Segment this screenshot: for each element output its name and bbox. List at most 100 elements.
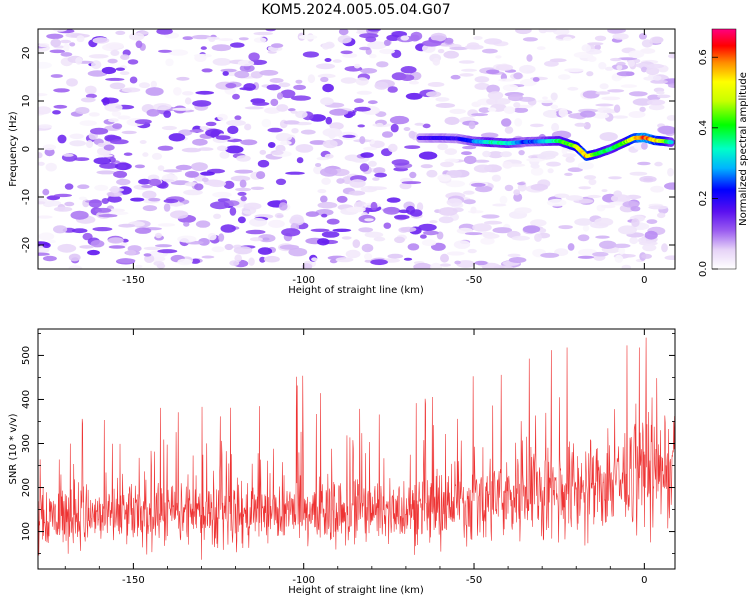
- heatmap-cell: [467, 248, 477, 254]
- heatmap-cell: [146, 109, 160, 117]
- heatmap-cell: [38, 106, 52, 115]
- heatmap-cell: [234, 254, 242, 262]
- heatmap-cell: [68, 253, 81, 262]
- heatmap-cell: [638, 33, 647, 40]
- heatmap-cell: [291, 95, 311, 101]
- heatmap-cell: [648, 104, 665, 111]
- heatmap-cell: [444, 148, 458, 156]
- heatmap-cell: [657, 94, 671, 99]
- heatmap-cell: [275, 178, 287, 185]
- heatmap-cell: [370, 201, 378, 211]
- heatmap-cell: [321, 231, 340, 238]
- heatmap-cell: [348, 190, 366, 196]
- heatmap-cell: [661, 243, 668, 253]
- heatmap-cell: [530, 167, 544, 176]
- heatmap-cell: [296, 157, 304, 164]
- heatmap-cell: [200, 46, 207, 50]
- heatmap-cell: [60, 39, 71, 44]
- heatmap-cell: [244, 106, 264, 110]
- heatmap-cell: [354, 63, 361, 69]
- x-tick-label: 0: [641, 275, 647, 286]
- heatmap-cell: [592, 113, 610, 119]
- heatmap-cell: [38, 161, 45, 166]
- heatmap-cell: [618, 246, 626, 255]
- heatmap-cell: [453, 240, 471, 250]
- heatmap-cell: [494, 98, 511, 105]
- heatmap-cell: [467, 109, 479, 118]
- heatmap-cell: [587, 194, 601, 199]
- heatmap-cell: [163, 203, 171, 212]
- heatmap-cell: [38, 232, 55, 241]
- heatmap-cell: [616, 64, 623, 71]
- heatmap-cell: [87, 249, 100, 256]
- heatmap-cell: [574, 218, 593, 226]
- heatmap-cell: [326, 218, 340, 225]
- heatmap-cell: [252, 101, 270, 106]
- heatmap-cell: [310, 228, 330, 232]
- heatmap-cell: [383, 222, 392, 229]
- heatmap-cell: [329, 259, 338, 264]
- heatmap-cell: [189, 129, 204, 133]
- heatmap-cell: [627, 59, 636, 67]
- heatmap-cell: [224, 243, 234, 251]
- heatmap-cell: [104, 103, 123, 112]
- heatmap-cell: [151, 152, 163, 160]
- heatmap-cell: [267, 127, 283, 133]
- heatmap-cell: [217, 113, 228, 121]
- heatmap-cell: [279, 244, 300, 250]
- heatmap-cell: [581, 44, 591, 52]
- heatmap-cell: [49, 49, 66, 54]
- heatmap-cell: [244, 123, 252, 131]
- heatmap-cell: [473, 159, 490, 163]
- colorbar-tick-label: 0.0: [698, 261, 709, 277]
- heatmap-cell: [546, 161, 561, 167]
- heatmap-cell: [278, 202, 288, 211]
- heatmap-cell: [216, 145, 228, 152]
- heatmap-cell: [320, 97, 334, 106]
- heatmap-cell: [465, 44, 484, 50]
- heatmap-cell: [155, 232, 162, 239]
- heatmap-cell: [94, 184, 109, 191]
- heatmap-cell: [322, 139, 338, 149]
- heatmap-cell: [613, 104, 621, 113]
- heatmap-cell: [280, 89, 296, 99]
- heatmap-cell: [389, 115, 410, 125]
- heatmap-cell: [106, 208, 126, 213]
- heatmap-cell: [155, 244, 172, 248]
- heatmap-cell: [480, 132, 499, 139]
- heatmap-cell: [421, 239, 437, 246]
- heatmap-cell: [503, 106, 516, 114]
- heatmap-cell: [295, 79, 303, 84]
- heatmap-cell: [271, 43, 284, 48]
- heatmap-cell: [240, 195, 247, 202]
- heatmap-cell: [374, 172, 387, 178]
- heatmap-cell: [463, 155, 477, 165]
- heatmap-cell: [309, 140, 327, 145]
- heatmap-cell: [295, 144, 314, 153]
- heatmap-cell: [325, 116, 333, 125]
- heatmap-cell: [513, 107, 529, 113]
- heatmap-cell: [57, 134, 67, 144]
- heatmap-cell: [530, 183, 548, 191]
- heatmap-cell: [612, 33, 629, 40]
- heatmap-cell: [142, 190, 157, 199]
- heatmap-cell: [594, 217, 614, 227]
- snr-frame: [37, 328, 676, 570]
- snr-series-line: [38, 337, 675, 560]
- heatmap-cell: [513, 193, 523, 202]
- heatmap-cell: [211, 246, 225, 253]
- heatmap-cell: [440, 253, 449, 263]
- heatmap-cell: [565, 195, 584, 201]
- heatmap-cell: [666, 115, 675, 121]
- heatmap-cell: [340, 50, 353, 55]
- heatmap-cell: [443, 50, 460, 59]
- heatmap-cell: [182, 91, 194, 96]
- heatmap-cell: [551, 122, 560, 132]
- heatmap-cell: [226, 119, 246, 126]
- heatmap-cell: [142, 152, 149, 157]
- heatmap-cell: [88, 199, 102, 208]
- heatmap-cell: [108, 245, 126, 249]
- heatmap-cell: [612, 115, 628, 119]
- heatmap-cell: [463, 199, 476, 205]
- y-tick-label: 10: [21, 95, 32, 108]
